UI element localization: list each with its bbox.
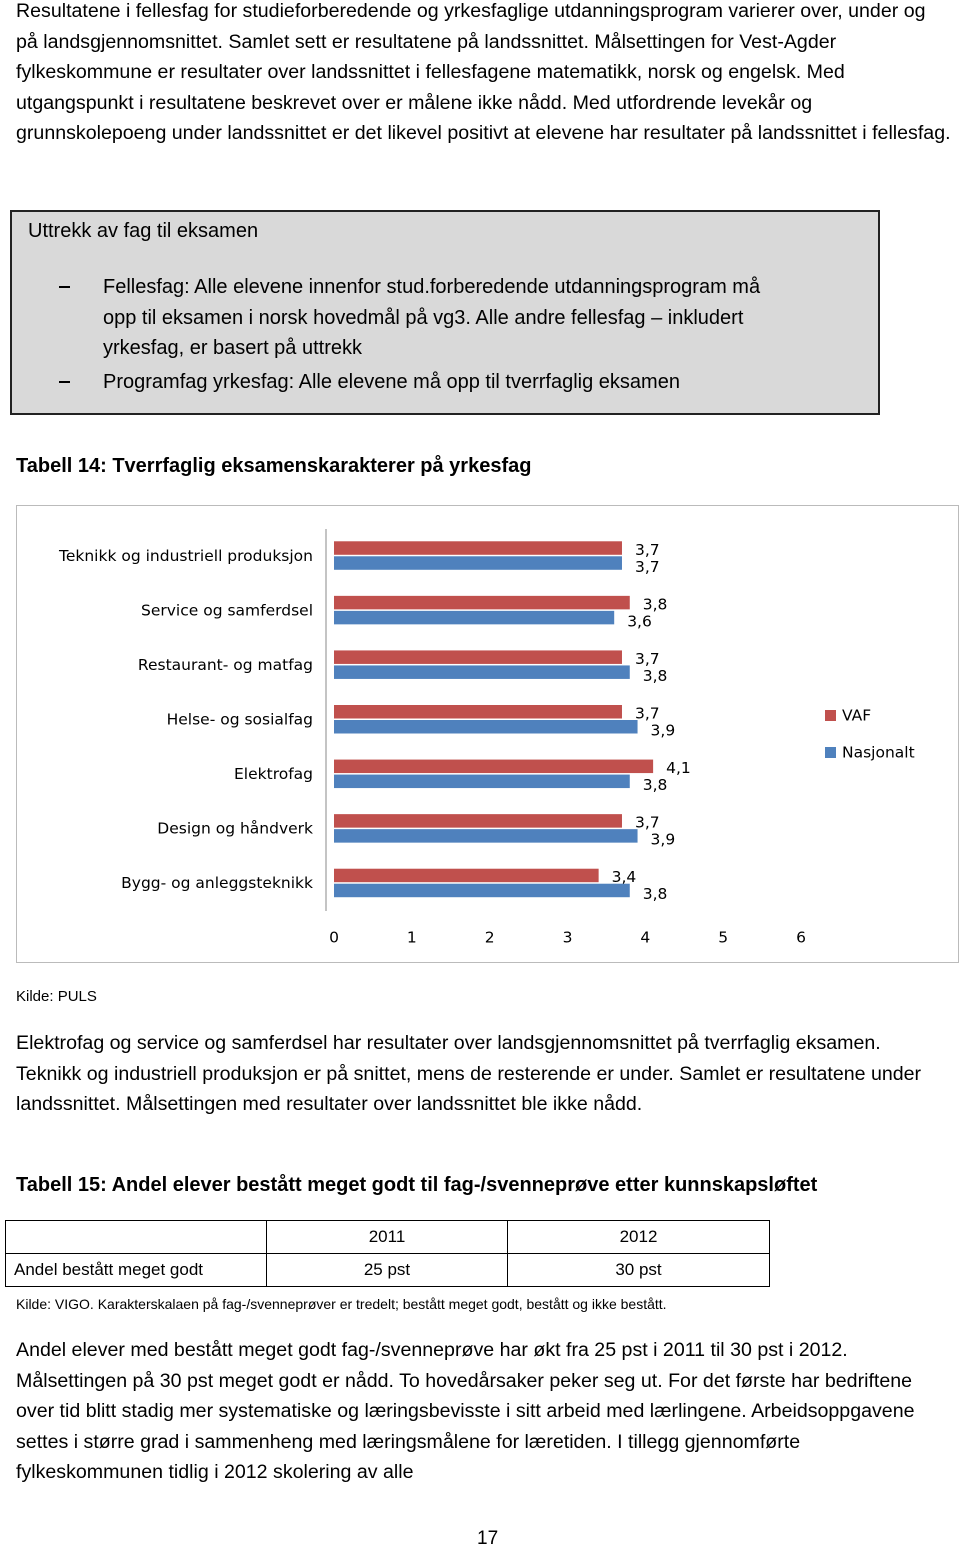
table-cell: 2011: [266, 1220, 508, 1254]
x-tick-label: 0: [329, 929, 339, 947]
bar: [334, 759, 654, 774]
category-label: Helse- og sosialfag: [167, 711, 313, 729]
info-box: Uttrekk av fag til eksamen Fellesfag: Al…: [10, 210, 880, 415]
value-label: 3,7: [635, 705, 660, 723]
bar: [334, 829, 638, 843]
table-caption: Tabell 14: Tverrfaglig eksamenskaraktere…: [16, 455, 532, 477]
category-label: Design og håndverk: [157, 820, 313, 838]
category-label: Teknikk og industriell produksjon: [58, 547, 313, 565]
bar: [334, 650, 622, 664]
bar: [334, 541, 622, 555]
category-label: Bygg- og anleggsteknikk: [121, 874, 313, 892]
x-tick-label: 5: [718, 929, 728, 947]
box-item: Fellesfag: Alle elevene innenfor stud.fo…: [12, 272, 792, 364]
source: Kilde: VIGO. Karakterskalaen på fag-/sve…: [16, 1296, 667, 1312]
value-label: 3,8: [643, 595, 668, 613]
bar: [334, 883, 630, 898]
box-item-text: Programfag yrkesfag: Alle elevene må opp…: [103, 370, 680, 393]
paragraph: Elektrofag og service og samferdsel har …: [16, 1032, 922, 1115]
x-tick-label: 1: [407, 929, 417, 947]
value-label: 3,8: [643, 885, 668, 903]
category-label: Elektrofag: [234, 765, 313, 783]
x-tick-label: 6: [796, 929, 806, 947]
box-item: Programfag yrkesfag: Alle elevene må opp…: [12, 367, 792, 398]
legend-swatch: [825, 747, 836, 758]
bar: [334, 556, 622, 570]
legend-swatch: [825, 710, 836, 721]
intro-paragraph: Resultatene i fellesfag for studieforber…: [16, 0, 951, 144]
value-label: 3,7: [635, 814, 660, 832]
category-label: Restaurant- og matfag: [138, 656, 313, 674]
category-label: Service og samferdsel: [141, 601, 313, 619]
value-label: 3,7: [635, 541, 660, 559]
table-caption: Tabell 15: Andel elever bestått meget go…: [16, 1174, 818, 1196]
box-item-text: Fellesfag: Alle elevene innenfor stud.fo…: [103, 276, 761, 359]
legend-label: VAF: [842, 707, 871, 725]
bar: [334, 610, 615, 625]
table: 2011 2012 Andel bestått meget godt 25 ps…: [5, 1220, 770, 1287]
value-label: 3,9: [651, 831, 676, 849]
table-header: 2011 2012: [5, 1220, 770, 1254]
chart: 0 1 2 3 4 5 6 Teknikk og industriell produksjon…: [16, 505, 959, 963]
table-cell: 25 pst: [266, 1253, 508, 1287]
value-label: 4,1: [666, 759, 691, 777]
page-number: 17: [477, 1528, 499, 1549]
bar: [334, 720, 638, 734]
bar: [334, 665, 630, 679]
table-cell: 2012: [507, 1220, 770, 1254]
bar: [334, 774, 630, 789]
box-list: Fellesfag: Alle elevene innenfor stud.fo…: [12, 272, 792, 400]
source: Kilde: PULS: [16, 988, 97, 1005]
x-tick-label: 4: [640, 929, 650, 947]
value-label: 3,8: [643, 667, 668, 685]
table-cell: 30 pst: [507, 1253, 770, 1287]
box-title: Uttrekk av fag til eksamen: [28, 220, 259, 242]
x-tick-label: 2: [485, 929, 495, 947]
bar: [334, 868, 599, 883]
value-label: 3,4: [612, 868, 637, 886]
value-label: 3,6: [627, 612, 652, 630]
bullet: [59, 286, 70, 288]
x-tick-label: 3: [563, 929, 573, 947]
value-label: 3,9: [651, 722, 676, 740]
table-row: Andel bestått meget godt 25 pst 30 pst: [5, 1253, 770, 1287]
value-label: 3,7: [635, 558, 660, 576]
bullet: [59, 380, 70, 383]
paragraph: Andel elever med bestått meget godt fag-…: [16, 1339, 915, 1483]
table-cell: Andel bestått meget godt: [5, 1253, 267, 1287]
legend-label: Nasjonalt: [842, 744, 915, 762]
bar: [334, 595, 630, 610]
table-cell: [5, 1220, 267, 1254]
value-label: 3,7: [635, 650, 660, 668]
bar: [334, 814, 622, 828]
bar: [334, 705, 622, 719]
value-label: 3,8: [643, 776, 668, 794]
